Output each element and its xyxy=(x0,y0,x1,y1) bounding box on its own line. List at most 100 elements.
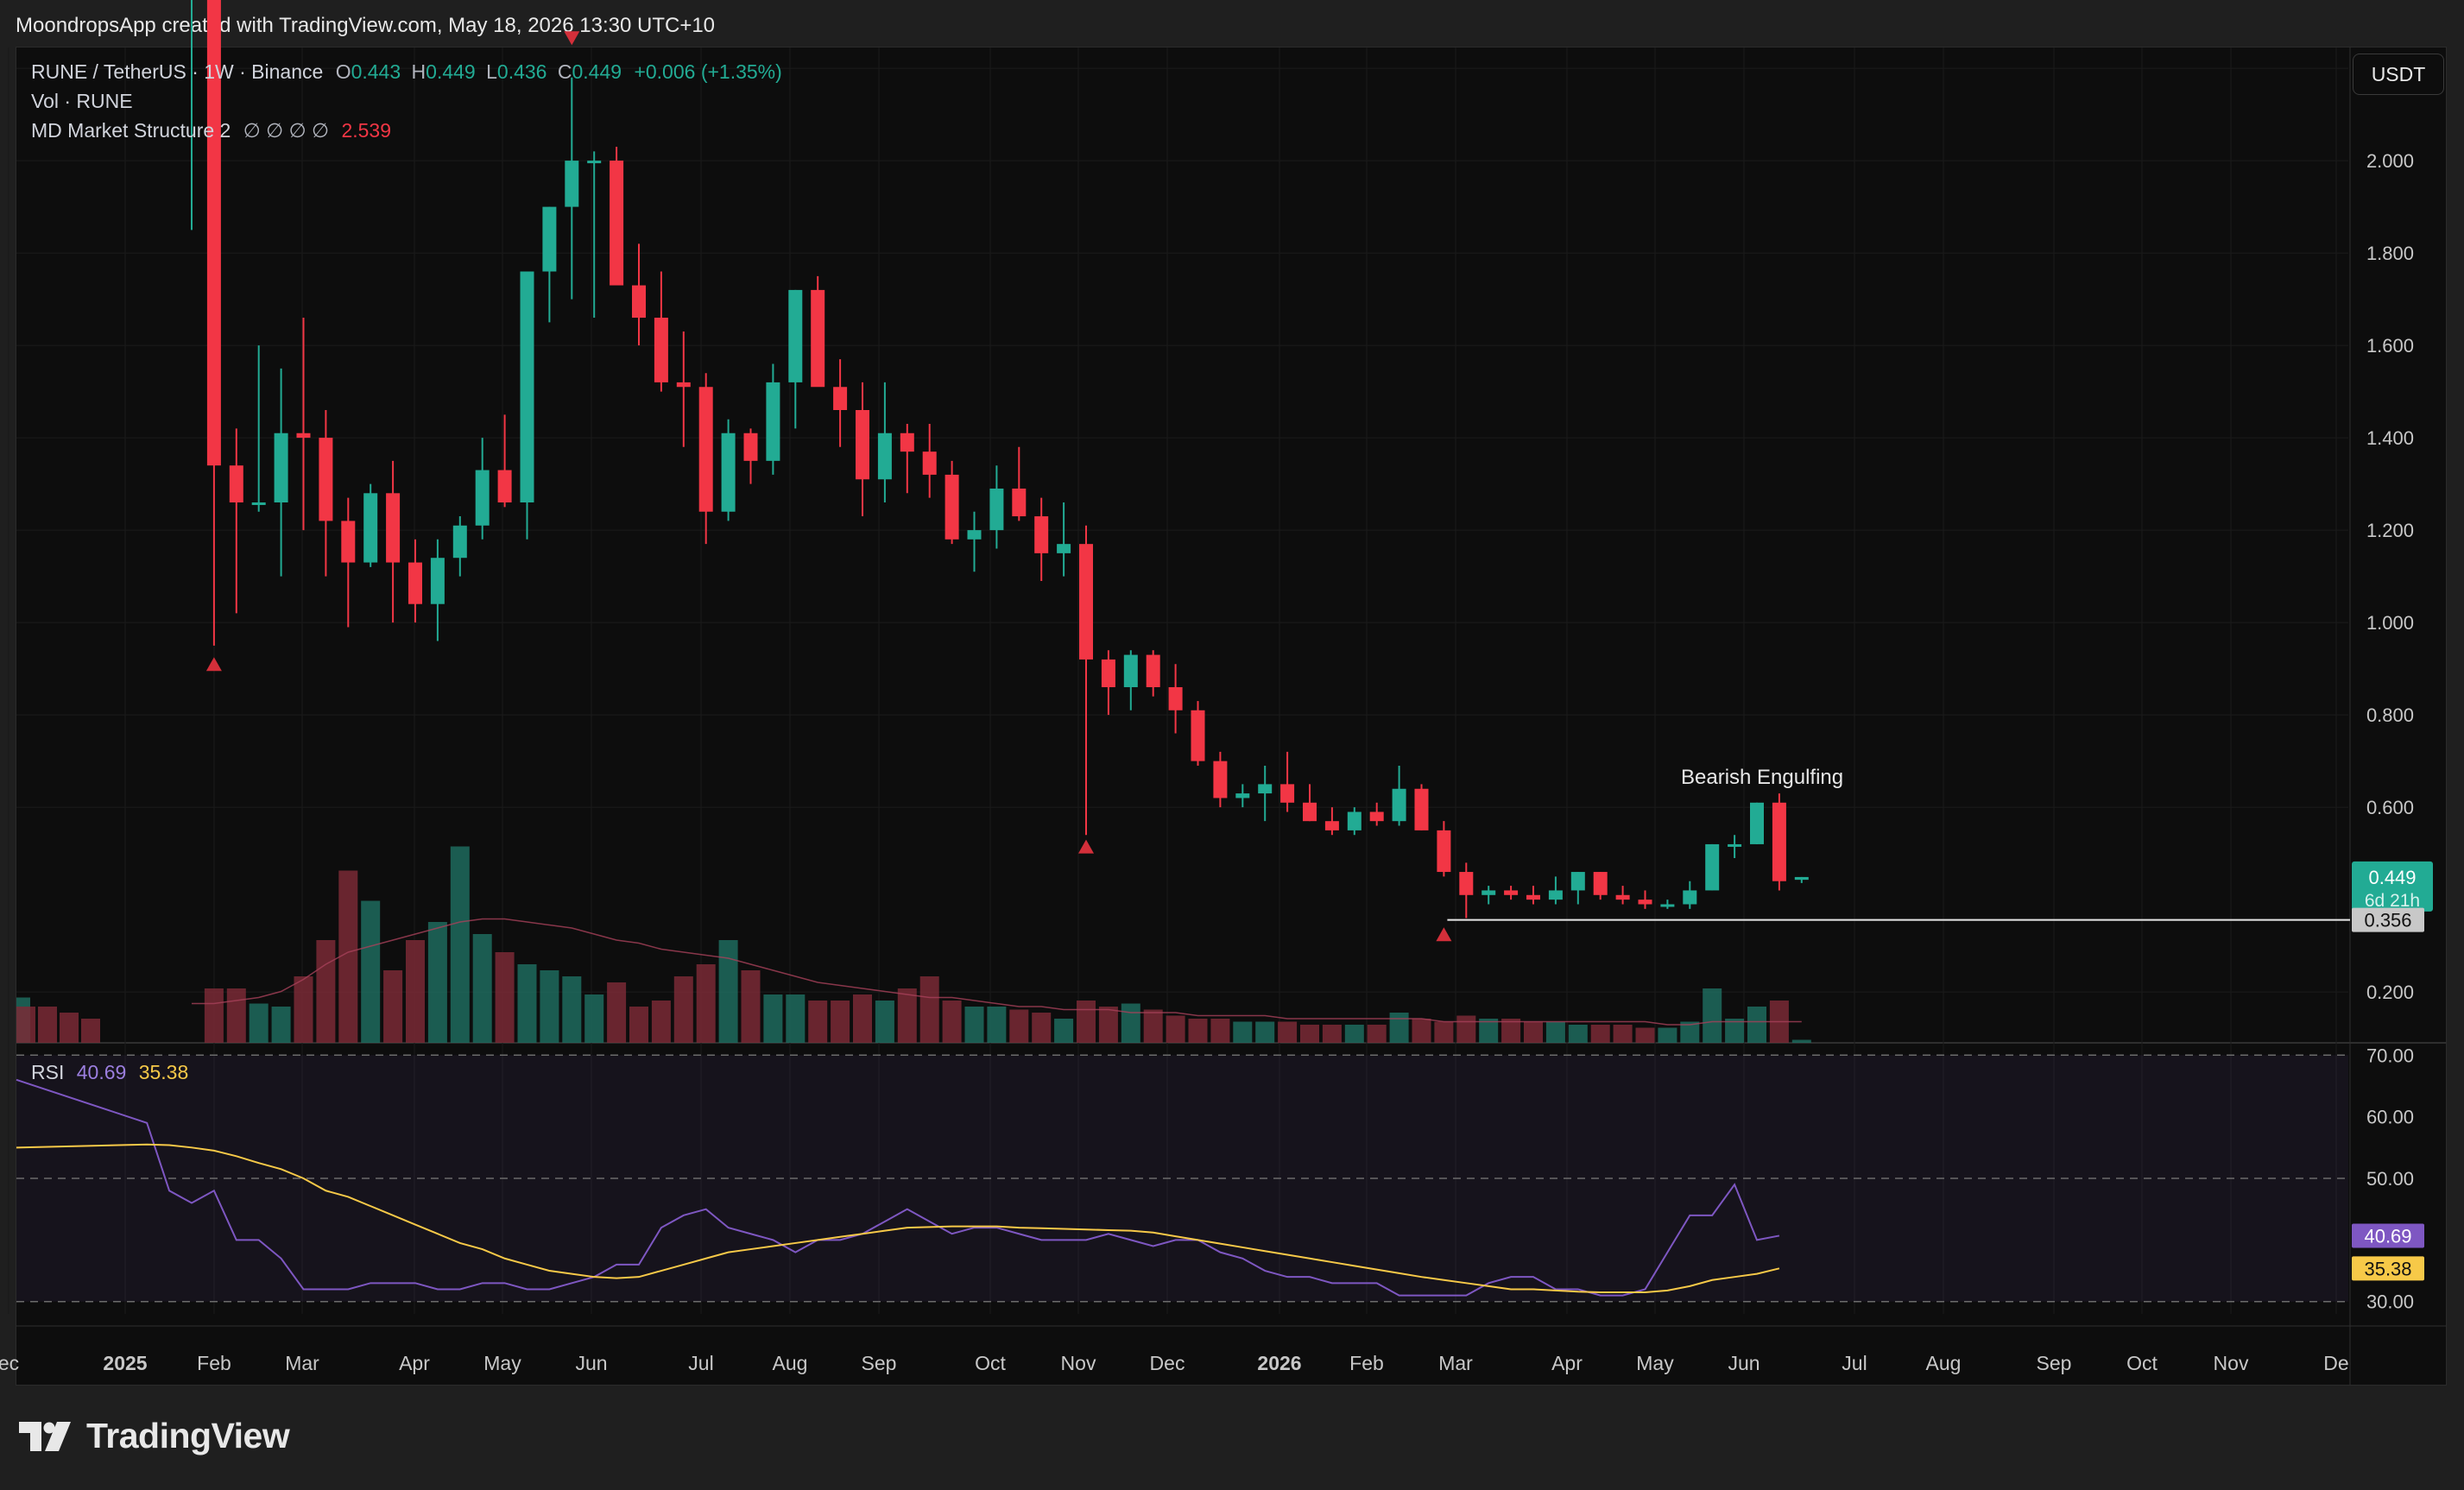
candle-body xyxy=(497,470,512,503)
volume-bar xyxy=(361,900,381,1043)
volume-bar xyxy=(987,1007,1007,1043)
volume-bar xyxy=(450,846,470,1043)
candle-body xyxy=(900,432,914,452)
rsi-legend[interactable]: RSI 40.69 35.38 xyxy=(31,1061,188,1084)
volume-bar xyxy=(1009,1009,1029,1043)
structure-markers xyxy=(205,31,2350,942)
rsi-line xyxy=(16,1078,1780,1297)
price-tick-label: 0.200 xyxy=(2366,982,2414,1003)
volume-bar xyxy=(406,940,425,1043)
price-tick-label: 2.000 xyxy=(2366,150,2414,172)
candle-body xyxy=(632,285,646,318)
volume-bar xyxy=(763,994,783,1043)
time-tick-label: Mar xyxy=(285,1352,319,1374)
candle-body xyxy=(206,0,221,466)
volume-bar xyxy=(1322,1025,1342,1043)
last-price-value: 0.449 xyxy=(2368,867,2416,888)
candle-body xyxy=(1347,811,1362,830)
time-tick-label: Nov xyxy=(2214,1352,2249,1374)
volume-bar xyxy=(1524,1021,1543,1043)
time-tick-label: Jul xyxy=(1842,1352,1867,1374)
time-tick-label: Aug xyxy=(1926,1352,1962,1374)
candle-body xyxy=(1012,488,1027,517)
candle-body xyxy=(1728,843,1742,847)
candle-body xyxy=(430,558,445,604)
candle-body xyxy=(542,206,557,272)
volume-bars xyxy=(16,846,1811,1043)
time-tick-label: 2026 xyxy=(1257,1352,1301,1374)
volume-bar xyxy=(1210,1019,1230,1043)
pattern-annotation: Bearish Engulfing xyxy=(1681,766,1843,789)
candle-body xyxy=(408,562,422,604)
chart-panel[interactable] xyxy=(16,47,2447,1386)
volume-bar xyxy=(1658,1027,1677,1043)
candle-body xyxy=(1324,821,1339,830)
candle-body xyxy=(386,493,401,563)
volume-bar xyxy=(383,970,403,1043)
candle-body xyxy=(833,387,848,411)
close-value: 0.449 xyxy=(572,60,622,83)
close-label: C xyxy=(557,60,572,83)
candle-body xyxy=(989,488,1004,531)
candle-body xyxy=(788,289,803,382)
indicator-legend[interactable]: MD Market Structure 2 ∅ ∅ ∅ ∅ 2.539 xyxy=(31,119,391,142)
volume-bar xyxy=(1590,1025,1610,1043)
volume-bar xyxy=(1680,1021,1700,1043)
candle-body xyxy=(766,382,780,461)
candle-body xyxy=(1593,872,1608,895)
volume-bar xyxy=(1255,1021,1275,1043)
tradingview-logo[interactable]: TradingView xyxy=(19,1416,290,1456)
candle-body xyxy=(251,502,266,506)
volume-legend[interactable]: Vol · RUNE xyxy=(31,90,133,112)
volume-bar xyxy=(897,988,917,1043)
volume-bar xyxy=(919,976,939,1043)
chart-credit: MoondropsApp created with TradingView.co… xyxy=(16,14,716,37)
candle-body xyxy=(452,525,467,559)
volume-bar xyxy=(338,870,358,1043)
volume-ma-line xyxy=(192,918,1802,1026)
brand-name: TradingView xyxy=(86,1416,290,1455)
time-tick-label: De xyxy=(2323,1352,2348,1374)
candle-body xyxy=(654,317,668,382)
volume-bar xyxy=(271,1007,291,1043)
candle-body xyxy=(1213,761,1228,799)
time-tick-label: Feb xyxy=(197,1352,231,1374)
candle-body xyxy=(475,470,490,526)
price-tick-label: 1.800 xyxy=(2366,243,2414,264)
rsi-label: RSI xyxy=(31,1061,65,1083)
volume-bar xyxy=(696,964,716,1043)
candle-body xyxy=(1526,894,1540,900)
time-tick-label: Sep xyxy=(2037,1352,2072,1374)
rsi-ma-value: 35.38 xyxy=(138,1061,189,1083)
candle-body xyxy=(877,432,892,480)
candle-body xyxy=(1772,802,1786,881)
volume-bar xyxy=(942,1001,962,1043)
candle-body xyxy=(922,451,937,475)
time-tick-label: Jun xyxy=(575,1352,607,1374)
volume-bar xyxy=(540,970,559,1043)
candle-body xyxy=(1615,894,1630,900)
price-tick-label: 0.600 xyxy=(2366,797,2414,818)
change-value: +0.006 (+1.35%) xyxy=(634,60,782,83)
rsi-tick-label: 60.00 xyxy=(2366,1107,2414,1128)
indicator-name: MD Market Structure 2 xyxy=(31,119,231,142)
volume-bar xyxy=(1791,1039,1811,1043)
volume-bar xyxy=(1501,1019,1521,1043)
symbol-title[interactable]: RUNE / TetherUS · 1W · Binance xyxy=(31,60,324,83)
candle-body xyxy=(1101,659,1115,688)
currency-button[interactable]: USDT xyxy=(2353,54,2444,95)
candle-body xyxy=(1057,544,1071,553)
rsi-value: 40.69 xyxy=(76,1061,127,1083)
main-legend: RUNE / TetherUS · 1W · Binance O0.443 H0… xyxy=(31,60,782,84)
time-tick-label: Mar xyxy=(1438,1352,1473,1374)
volume-bar xyxy=(226,988,246,1043)
candle-body xyxy=(967,530,982,540)
candle-body xyxy=(341,521,356,563)
candle-body xyxy=(587,161,602,164)
candle-body xyxy=(1034,516,1049,553)
candle-body xyxy=(698,387,713,512)
volume-bar xyxy=(808,1001,828,1043)
time-tick-label: Oct xyxy=(975,1352,1006,1374)
candle-body xyxy=(1705,843,1720,891)
